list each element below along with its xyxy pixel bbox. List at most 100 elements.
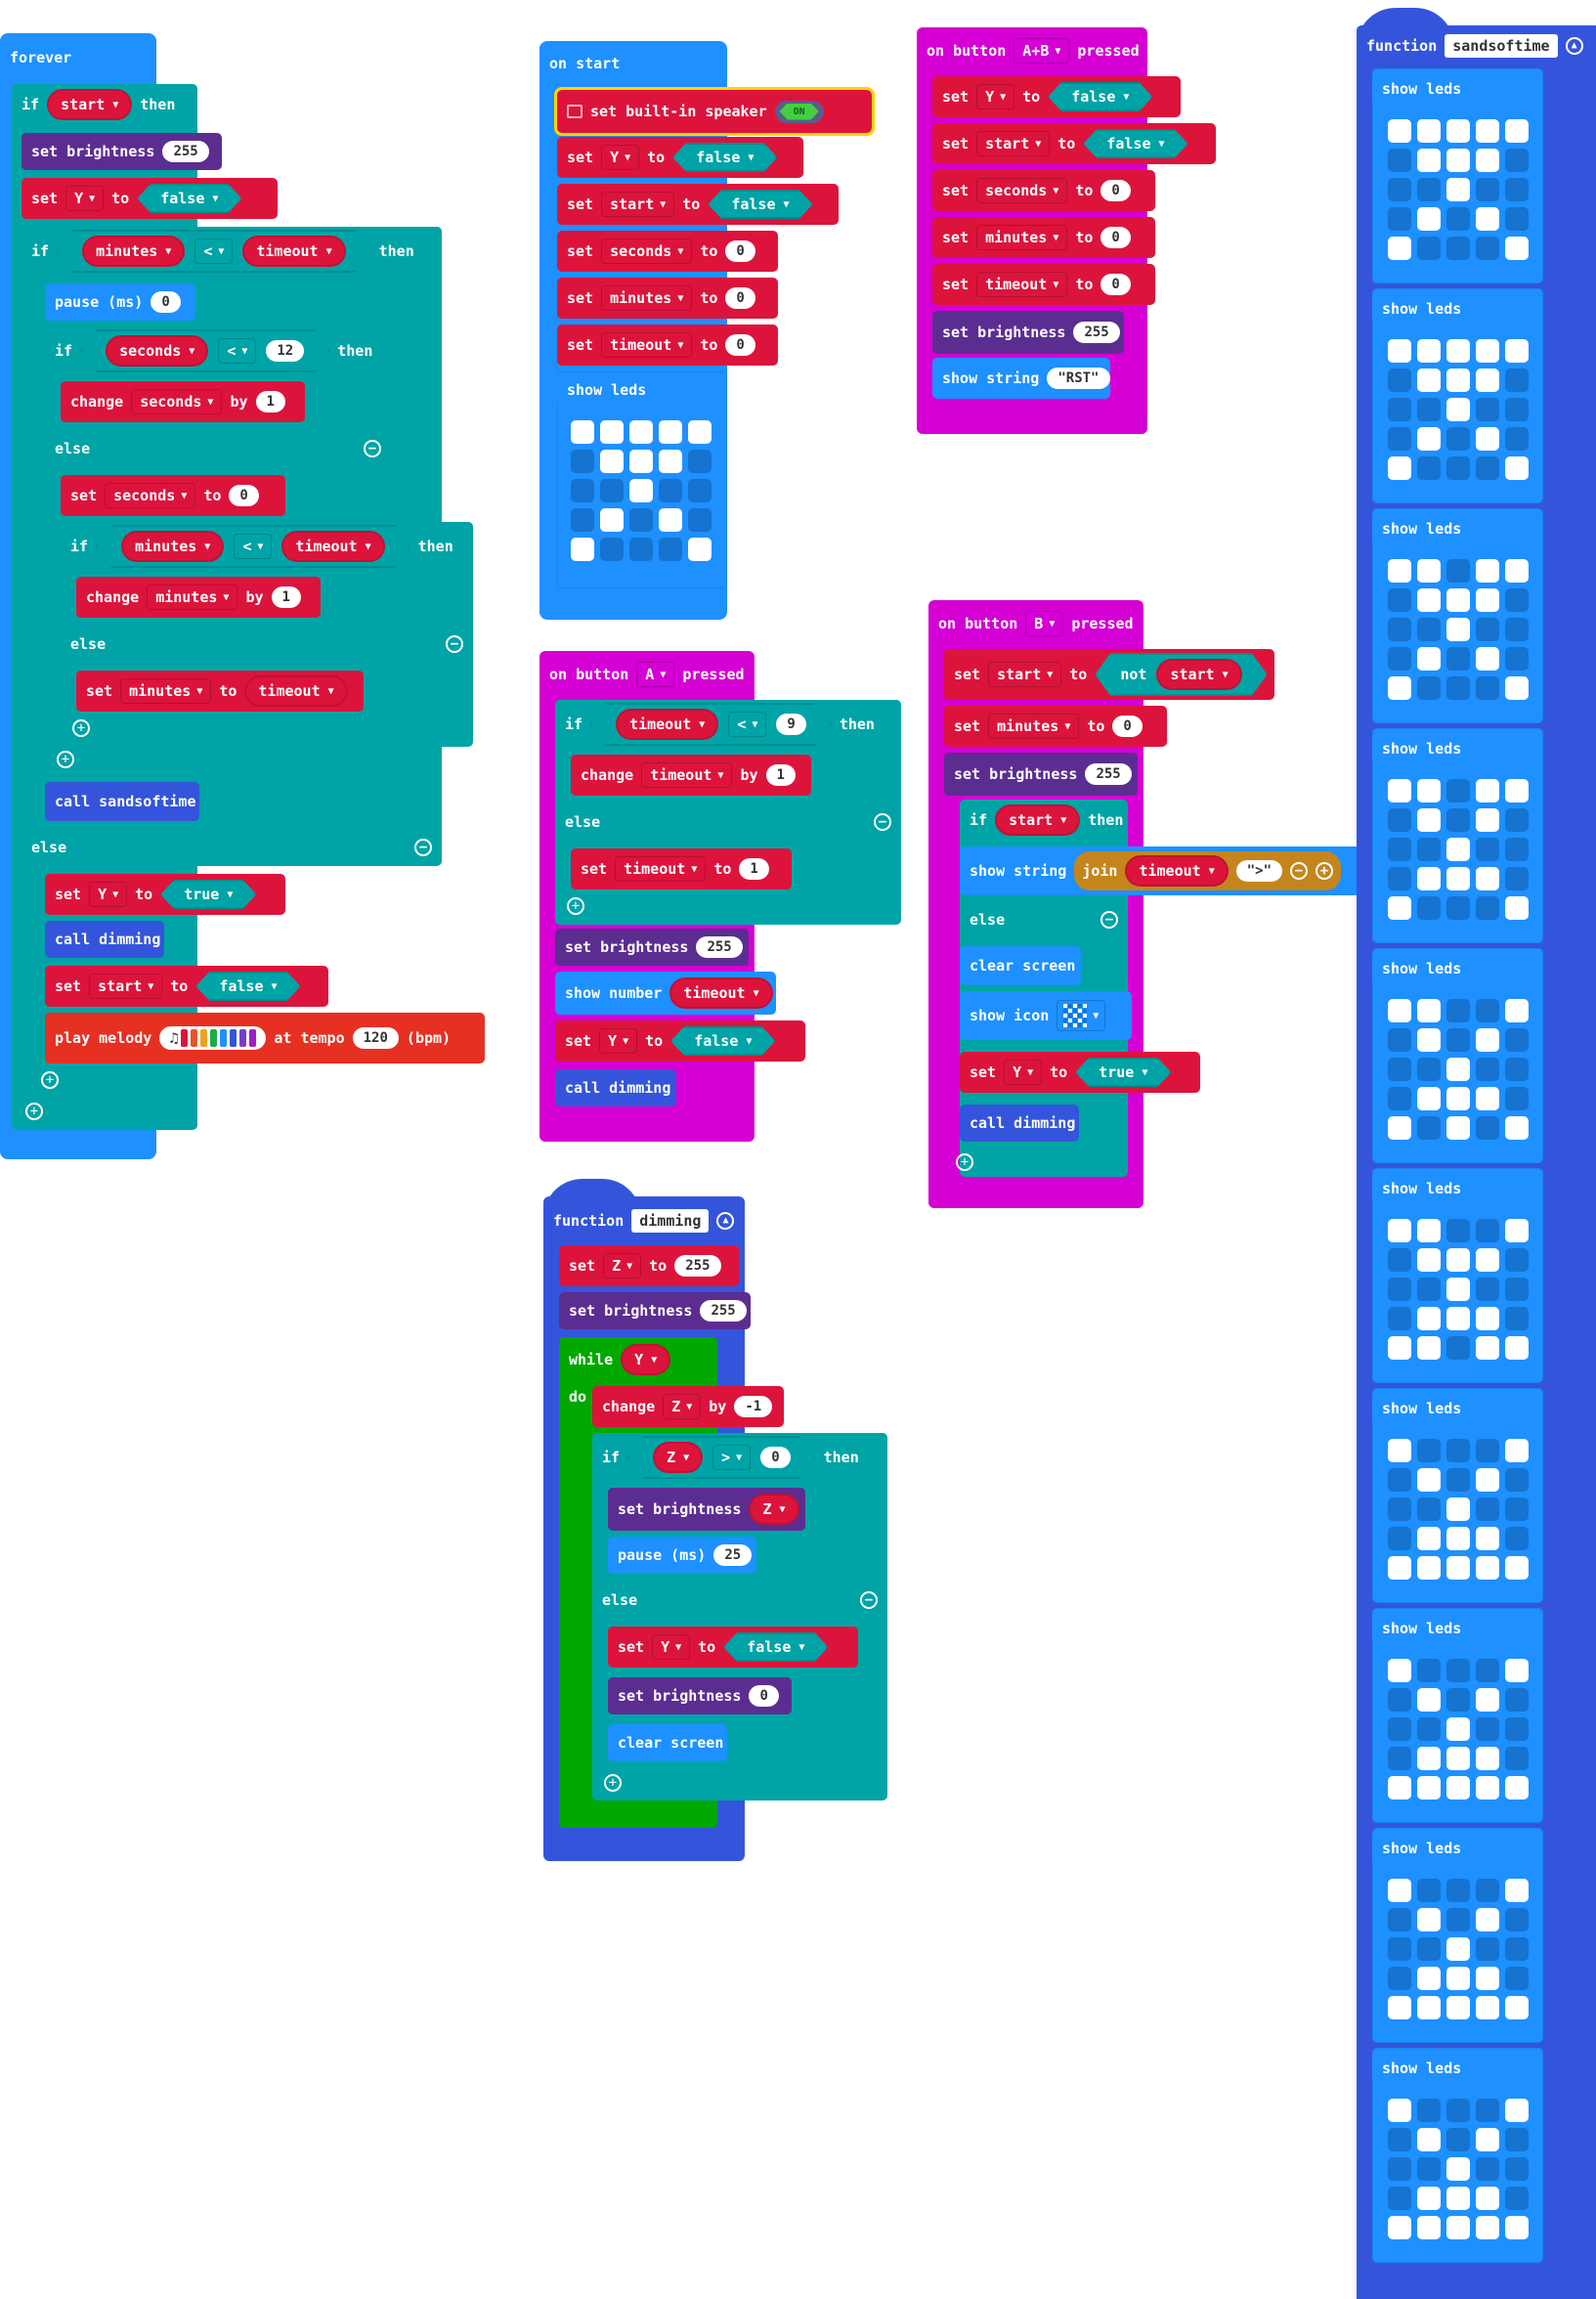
- led-cell[interactable]: [1505, 339, 1529, 363]
- led-cell[interactable]: [1417, 1967, 1441, 1990]
- false-value[interactable]: false: [708, 190, 812, 219]
- led-cell[interactable]: [1417, 398, 1441, 421]
- led-cell[interactable]: [1505, 2187, 1529, 2210]
- add-branch-icon[interactable]: +: [72, 719, 90, 737]
- change-minutes-block[interactable]: changeminutesby1: [76, 577, 321, 618]
- true-value[interactable]: true: [160, 880, 256, 909]
- var-timeout-dropdown[interactable]: timeout: [601, 332, 693, 358]
- else-timeout[interactable]: else −: [555, 803, 901, 841]
- led-cell[interactable]: [1476, 1058, 1499, 1081]
- gt-string[interactable]: ">": [1235, 860, 1283, 882]
- led-cell[interactable]: [1476, 237, 1499, 260]
- call-dimming-block[interactable]: call dimming: [960, 1105, 1079, 1142]
- operator-dropdown[interactable]: <: [728, 712, 766, 737]
- led-cell[interactable]: [1476, 2128, 1499, 2151]
- var-start[interactable]: start: [995, 804, 1081, 836]
- change-value[interactable]: 1: [271, 586, 301, 608]
- led-cell[interactable]: [1388, 1967, 1411, 1990]
- led-cell[interactable]: [1388, 1659, 1411, 1682]
- led-cell[interactable]: [1417, 1527, 1441, 1550]
- var-timeout-dropdown[interactable]: timeout: [976, 272, 1068, 297]
- var-timeout[interactable]: timeout: [281, 531, 384, 562]
- false-value[interactable]: false: [1048, 82, 1152, 111]
- remove-else-icon[interactable]: −: [414, 839, 432, 856]
- led-cell[interactable]: [1388, 119, 1411, 143]
- change-value[interactable]: 1: [765, 764, 796, 786]
- led-cell[interactable]: [1388, 588, 1411, 612]
- add-branch-icon[interactable]: +: [604, 1774, 622, 1792]
- collapse-up-icon[interactable]: ▲: [716, 1212, 735, 1230]
- led-cell[interactable]: [1446, 1659, 1470, 1682]
- if-z-header[interactable]: if Z>0 then: [592, 1433, 887, 1482]
- led-cell[interactable]: [629, 450, 653, 473]
- led-cell[interactable]: [1505, 369, 1529, 392]
- set-timeout-zero-block[interactable]: settimeoutto0: [557, 325, 778, 366]
- led-cell[interactable]: [1388, 676, 1411, 700]
- led-cell[interactable]: [1446, 207, 1470, 231]
- led-cell[interactable]: [1417, 1879, 1441, 1902]
- led-cell[interactable]: [1446, 779, 1470, 802]
- led-cell[interactable]: [1446, 1307, 1470, 1330]
- set-brightness-block[interactable]: set brightness 255: [932, 311, 1124, 354]
- led-cell[interactable]: [1505, 1307, 1529, 1330]
- led-cell[interactable]: [1476, 369, 1499, 392]
- led-cell[interactable]: [1505, 838, 1529, 861]
- show-string-rst-block[interactable]: show string "RST": [932, 358, 1110, 399]
- led-cell[interactable]: [1388, 1468, 1411, 1492]
- led-cell[interactable]: [1446, 2099, 1470, 2122]
- led-cell[interactable]: [1388, 2187, 1411, 2210]
- call-sandsoftime-block[interactable]: call sandsoftime: [45, 782, 199, 821]
- var-minutes-dropdown[interactable]: minutes: [120, 678, 212, 704]
- led-cell[interactable]: [1388, 427, 1411, 451]
- led-cell[interactable]: [629, 479, 653, 502]
- led-cell[interactable]: [1417, 1468, 1441, 1492]
- led-cell[interactable]: [1505, 588, 1529, 612]
- led-cell[interactable]: [571, 450, 594, 473]
- led-cell[interactable]: [571, 508, 594, 532]
- button-b-dropdown[interactable]: B: [1025, 611, 1064, 636]
- led-cell[interactable]: [1417, 149, 1441, 172]
- led-cell[interactable]: [1417, 1278, 1441, 1301]
- if-seconds-header[interactable]: if seconds<12 then: [45, 326, 391, 375]
- led-cell[interactable]: [1388, 838, 1411, 861]
- led-cell[interactable]: [1417, 119, 1441, 143]
- zero-value[interactable]: 0: [1100, 274, 1131, 295]
- led-cell[interactable]: [1417, 1058, 1441, 1081]
- led-cell[interactable]: [1446, 808, 1470, 832]
- on-button-b-header[interactable]: on buttonBpressed: [928, 602, 1143, 645]
- change-seconds-block[interactable]: changesecondsby1: [61, 381, 305, 422]
- set-z-block[interactable]: setZto255: [559, 1245, 739, 1286]
- led-cell[interactable]: [1505, 207, 1529, 231]
- set-minutes-zero-block[interactable]: setminutesto0: [932, 217, 1155, 258]
- brightness-value[interactable]: 255: [1085, 763, 1132, 785]
- led-cell[interactable]: [1476, 1219, 1499, 1242]
- led-cell[interactable]: [1505, 1879, 1529, 1902]
- led-cell[interactable]: [1505, 1556, 1529, 1580]
- seconds-limit[interactable]: 12: [266, 340, 304, 362]
- operator-dropdown[interactable]: <: [218, 338, 256, 364]
- led-cell[interactable]: [1476, 178, 1499, 201]
- led-cell[interactable]: [1446, 1336, 1470, 1360]
- led-cell[interactable]: [1417, 2099, 1441, 2122]
- led-cell[interactable]: [1505, 1937, 1529, 1961]
- var-y-dropdown[interactable]: Y: [65, 186, 105, 211]
- brightness-value[interactable]: 255: [1073, 322, 1120, 343]
- var-y-dropdown[interactable]: Y: [976, 84, 1015, 109]
- var-minutes-dropdown[interactable]: minutes: [988, 714, 1080, 739]
- var-seconds-dropdown[interactable]: seconds: [105, 483, 196, 508]
- led-cell[interactable]: [1476, 676, 1499, 700]
- led-cell[interactable]: [629, 538, 653, 561]
- led-cell[interactable]: [688, 420, 712, 444]
- led-cell[interactable]: [1505, 2157, 1529, 2181]
- var-timeout[interactable]: timeout: [669, 977, 773, 1009]
- led-cell[interactable]: [1476, 1087, 1499, 1110]
- led-cell[interactable]: [1446, 456, 1470, 480]
- var-start[interactable]: start: [47, 89, 133, 120]
- led-cell[interactable]: [1476, 1028, 1499, 1052]
- var-timeout[interactable]: timeout: [1125, 855, 1229, 887]
- led-cell[interactable]: [1476, 1996, 1499, 2019]
- led-cell[interactable]: [1388, 178, 1411, 201]
- led-cell[interactable]: [1446, 1717, 1470, 1741]
- show-number-block[interactable]: show number timeout: [555, 972, 776, 1015]
- pause-value[interactable]: 0: [151, 291, 181, 313]
